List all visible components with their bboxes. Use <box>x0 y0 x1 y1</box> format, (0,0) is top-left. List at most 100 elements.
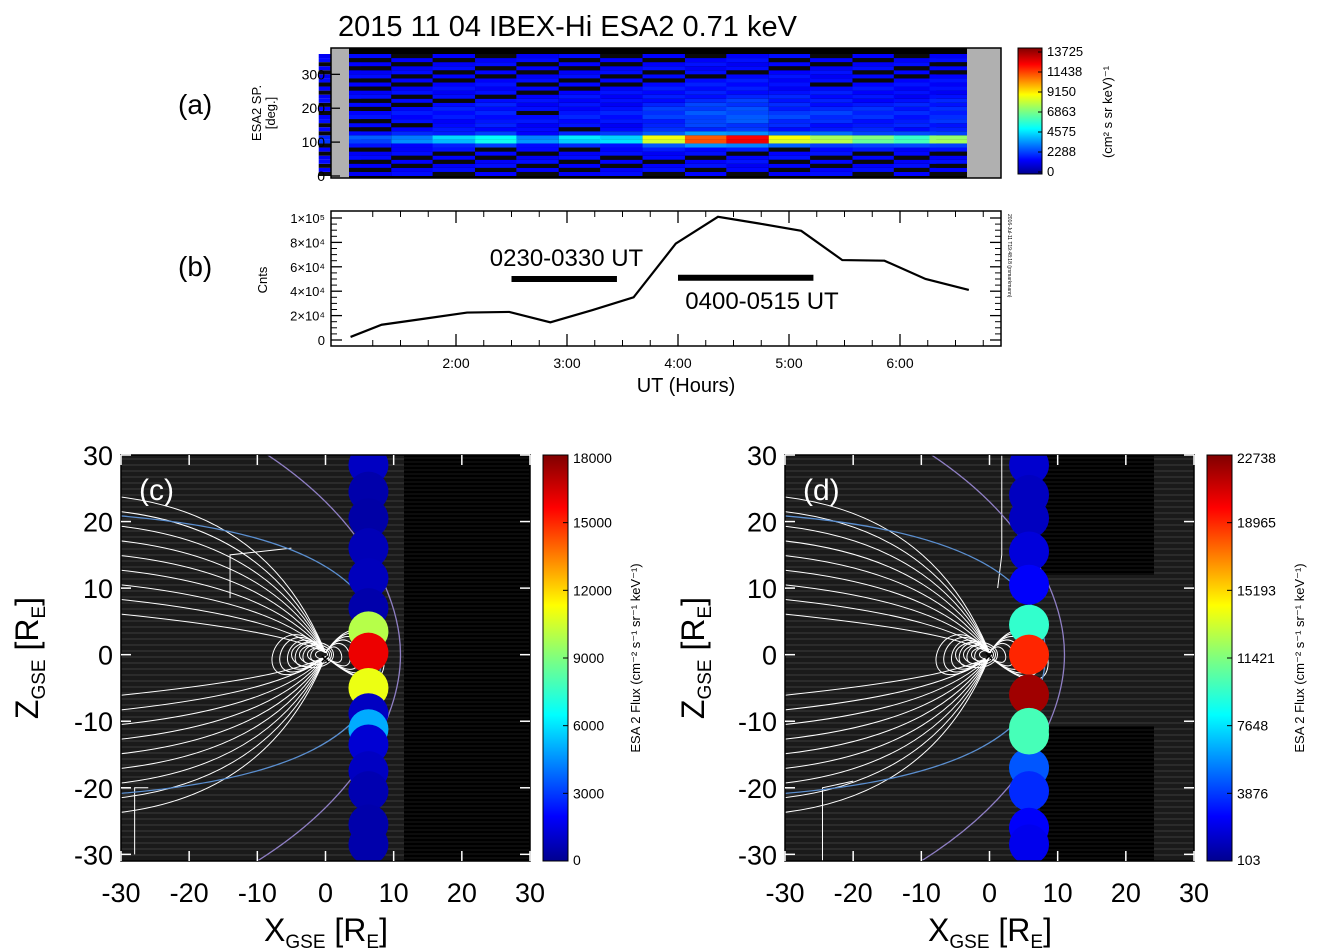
panel-a-cb-tick-label: 2288 <box>1047 144 1076 159</box>
heat-cell <box>558 58 602 63</box>
heat-cell <box>558 102 602 107</box>
heat-cell <box>929 151 972 156</box>
heat-cell <box>893 70 937 75</box>
panel-b-interval-label: 0400-0515 UT <box>685 288 839 315</box>
heat-cell <box>391 66 434 71</box>
heat-cell <box>600 167 643 172</box>
cb-tick-label: 3000 <box>573 785 604 801</box>
heat-cell <box>391 143 434 148</box>
heat-cell <box>642 151 685 156</box>
heat-cell <box>558 106 602 111</box>
heat-cell <box>852 143 895 148</box>
heat-cell <box>684 74 728 79</box>
heat-cell <box>642 123 685 128</box>
panel-b-ytick-label: 6×10⁴ <box>290 260 325 275</box>
heat-cell <box>768 131 812 136</box>
field-line-loop <box>966 645 990 665</box>
heat-cell <box>726 127 769 132</box>
heat-cell <box>852 58 895 63</box>
heat-cell <box>391 110 434 115</box>
panel-d-flux-points <box>1009 455 1050 861</box>
heat-cell <box>684 143 728 148</box>
heat-cell <box>684 54 728 59</box>
heat-cell <box>684 167 728 172</box>
heat-cell <box>391 90 434 95</box>
field-line-open <box>229 547 292 599</box>
heat-cell <box>768 159 812 164</box>
panel-a-ytick-label: 100 <box>302 134 326 150</box>
heat-cell <box>852 90 895 95</box>
heat-cell <box>391 135 434 140</box>
heat-cell <box>600 82 643 87</box>
heat-cell <box>432 139 476 144</box>
heat-cell <box>684 131 728 136</box>
heat-cell <box>726 66 769 71</box>
heat-cell <box>391 131 434 136</box>
heat-cell <box>600 147 643 152</box>
heat-cell <box>929 94 972 99</box>
heat-cell <box>516 123 559 128</box>
heat-cell <box>768 58 812 63</box>
heat-cell <box>642 119 685 124</box>
heat-cell <box>852 86 895 91</box>
field-line-tail <box>121 656 326 755</box>
heat-cell <box>348 110 392 115</box>
field-line-inner <box>971 647 994 663</box>
heat-cell <box>391 151 434 156</box>
field-line-tail <box>121 656 326 696</box>
heat-cell <box>600 171 643 176</box>
x-tick-label: -20 <box>170 878 209 908</box>
panel-a-colorbar-ticks: 0 2288 4575 6863 9150 11438 13725 <box>1038 44 1083 179</box>
heat-cell <box>475 66 518 71</box>
heat-cell <box>768 98 812 103</box>
heat-cell <box>642 106 685 111</box>
heat-cell <box>684 163 728 168</box>
heat-cell <box>348 171 392 176</box>
heat-cell <box>810 163 853 168</box>
heat-cell <box>600 66 643 71</box>
heat-cell <box>558 115 602 120</box>
heat-cell <box>893 147 937 152</box>
heat-cell <box>432 171 476 176</box>
heat-cell <box>726 147 769 152</box>
heat-cell <box>726 171 769 176</box>
panel-b-frame <box>330 210 1002 347</box>
heat-cell <box>475 82 518 87</box>
heat-cell <box>726 115 769 120</box>
heat-cell <box>348 74 392 79</box>
heat-cell <box>726 167 769 172</box>
heat-cell <box>852 119 895 124</box>
heat-cell <box>391 82 434 87</box>
heat-cell <box>432 151 476 156</box>
heat-cell <box>852 131 895 136</box>
panel-b-annotations: 0230-0330 UT 0400-0515 UT <box>490 245 839 315</box>
heat-cell <box>475 115 518 120</box>
field-line-tail <box>785 656 990 755</box>
heat-cell <box>929 171 972 176</box>
heat-cell <box>768 155 812 160</box>
heat-cell <box>893 110 937 115</box>
panel-c-xlabel: XGSE [RE] <box>264 912 388 951</box>
heat-cell <box>516 147 559 152</box>
heat-cell <box>516 58 559 63</box>
panel-a-cb-tick-label: 6863 <box>1047 104 1076 119</box>
heat-cell <box>768 127 812 132</box>
field-line-tail <box>785 613 990 654</box>
field-line-tail <box>785 656 990 769</box>
heat-cell <box>642 62 685 67</box>
heat-cell <box>810 135 853 140</box>
heat-cell <box>558 163 602 168</box>
heat-cell <box>929 86 972 91</box>
heat-cell <box>768 123 812 128</box>
heat-cell <box>852 135 895 140</box>
field-line-inner <box>307 647 330 663</box>
panel-a-ytick-label: 300 <box>302 66 326 82</box>
heat-cell <box>726 70 769 75</box>
heat-cell <box>726 159 769 164</box>
heat-cell <box>600 139 643 144</box>
panel-a-gray-right <box>967 48 1001 178</box>
heat-cell <box>475 151 518 156</box>
heat-cell <box>348 159 392 164</box>
heat-cell <box>768 143 812 148</box>
heat-cell <box>348 106 392 111</box>
